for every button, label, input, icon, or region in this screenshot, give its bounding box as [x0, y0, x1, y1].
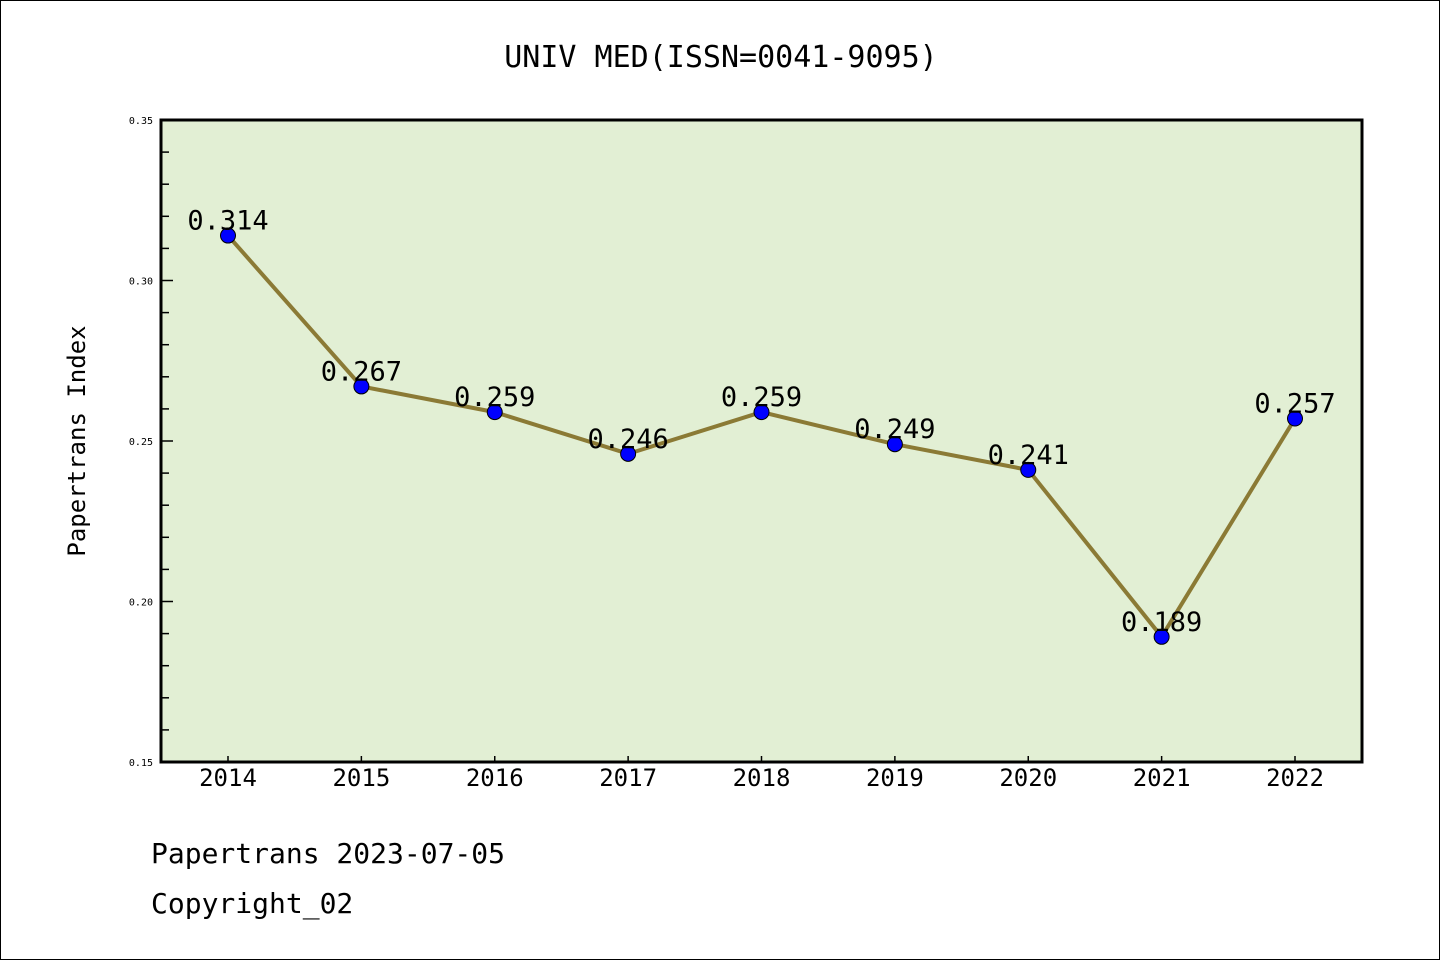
data-label: 0.267 — [321, 356, 402, 387]
data-point — [353, 378, 370, 395]
footer-copyright: Copyright_02 — [151, 887, 354, 920]
chart-title: UNIV MED(ISSN=0041-9095) — [504, 40, 937, 75]
data-label: 0.249 — [854, 414, 935, 445]
x-tick-label: 2015 — [332, 764, 390, 792]
data-point — [1153, 628, 1170, 645]
x-tick-label: 2022 — [1266, 764, 1324, 792]
data-point — [1287, 410, 1303, 427]
data-point — [886, 436, 903, 453]
data-point — [620, 445, 637, 462]
x-tick-label: 2021 — [1133, 764, 1191, 792]
data-point — [220, 227, 236, 244]
y-tick-label: 0.35 — [129, 116, 153, 127]
data-label: 0.259 — [721, 382, 802, 413]
data-point — [1020, 461, 1037, 478]
data-label: 0.189 — [1121, 607, 1202, 638]
x-tick-label: 2016 — [466, 764, 524, 792]
x-tick-label: 2018 — [733, 764, 791, 792]
data-label: 0.246 — [587, 424, 668, 455]
y-tick-label: 0.25 — [129, 437, 153, 448]
x-tick-label: 2014 — [199, 764, 257, 792]
data-label: 0.241 — [988, 440, 1069, 471]
y-axis-label: Papertrans Index — [63, 325, 91, 556]
x-tick-label: 2020 — [999, 764, 1057, 792]
data-label: 0.259 — [454, 382, 535, 413]
data-label: 0.314 — [187, 206, 268, 237]
y-tick-label: 0.20 — [129, 598, 153, 609]
x-tick-label: 2019 — [866, 764, 924, 792]
x-tick-label: 2017 — [599, 764, 657, 792]
data-label: 0.257 — [1254, 389, 1335, 420]
data-point — [486, 404, 503, 421]
footer-date: Papertrans 2023-07-05 — [151, 837, 506, 870]
y-tick-label: 0.15 — [129, 758, 153, 769]
plot-border — [159, 118, 1364, 764]
plot-area — [161, 120, 1362, 762]
y-tick-label: 0.30 — [129, 277, 153, 288]
data-point — [753, 404, 770, 421]
